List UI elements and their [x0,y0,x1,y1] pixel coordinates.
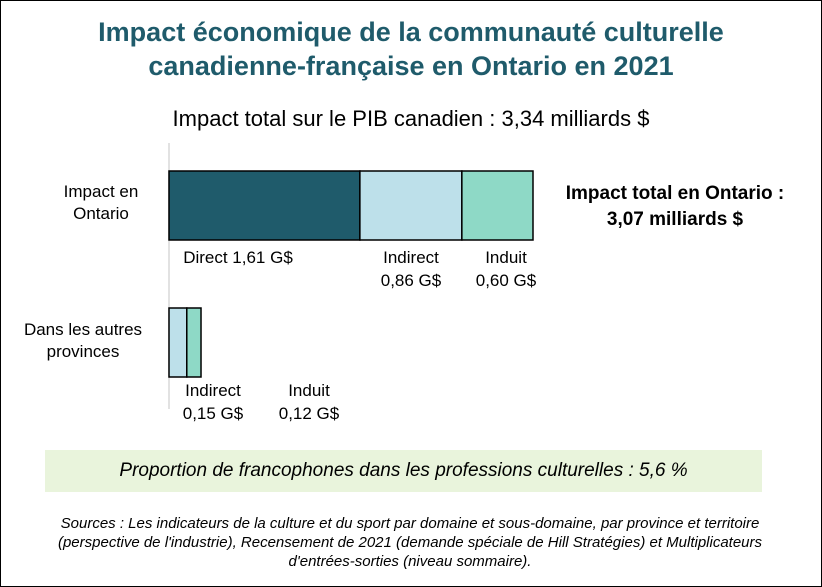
francophone-proportion-note: Proportion de francophones dans les prof… [45,450,762,492]
data-label-indirect: Indirect 0,86 G$ [331,246,491,292]
chart-subtitle: Impact total sur le PIB canadien : 3,34 … [172,106,650,131]
bar-segment-induit [461,170,534,241]
bar-segment-direct [168,170,361,241]
bar-segment-indirect [168,307,188,378]
bar-segment-induit [186,307,202,378]
ontario-total-callout: Impact total en Ontario : 3,07 milliards… [549,181,801,233]
category-label-line: Ontario [73,204,129,223]
data-label-line: Induit [288,381,330,400]
data-label-line: 0,12 G$ [278,404,340,423]
sources-note: Sources : Les indicateurs de la culture … [57,515,763,570]
bar-segment-indirect [359,170,463,241]
data-label-line: Direct 1,61 G$ [183,248,293,267]
data-label-line: Indirect [383,248,439,267]
category-label-line: provinces [46,342,120,361]
data-label-line: 0,60 G$ [475,271,537,290]
data-label-line: 0,15 G$ [182,404,244,423]
chart-title-line1: Impact économique de la communauté cultu… [98,17,724,47]
data-label-line: Indirect [185,381,241,400]
data-label-direct: Direct 1,61 G$ [158,246,318,269]
data-label-line: 0,86 G$ [380,271,442,290]
data-label-induit: Induit 0,12 G$ [229,379,389,425]
category-label-line: Impact en [63,182,139,201]
data-label-induit: Induit 0,60 G$ [426,246,586,292]
chart-title-line2: canadienne-française en Ontario en 2021 [148,51,674,81]
category-label-line: Dans les autres [23,320,143,339]
data-label-line: Induit [485,248,527,267]
category-label: Impact en Ontario [41,181,161,225]
ontario-total-label: Impact total en Ontario : [565,183,785,204]
bar-chart [168,143,534,409]
data-label-indirect: Indirect 0,15 G$ [133,379,293,425]
ontario-total-value: 3,07 milliards $ [606,209,744,230]
category-label: Dans les autres provinces [9,319,157,363]
